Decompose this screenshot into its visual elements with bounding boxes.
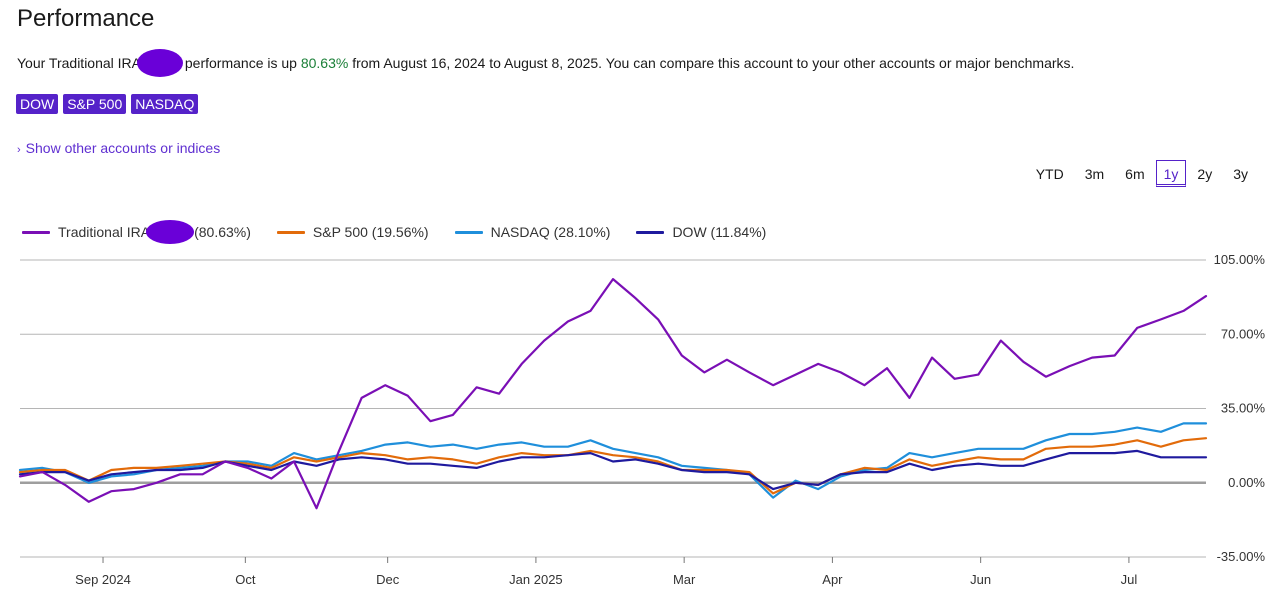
- summary-mid: performance is up: [181, 55, 301, 71]
- chevron-right-icon: ›: [17, 144, 21, 156]
- x-tick-label: Oct: [235, 572, 256, 587]
- x-tick-label: Mar: [673, 572, 696, 587]
- legend-swatch: [276, 230, 305, 234]
- tab-ytd[interactable]: YTD: [1035, 166, 1064, 182]
- show-link-label: Show other accounts or indices: [25, 140, 221, 156]
- y-tick-label: 70.00%: [1221, 326, 1266, 341]
- performance-summary: Your Traditional IRA performance is up 8…: [17, 49, 1075, 77]
- chip-sp500[interactable]: S&P 500: [63, 94, 127, 114]
- range-tabs: YTD 3m 6m 1y 2y 3y: [1025, 160, 1258, 187]
- legend-label: Traditional IRA: [58, 224, 151, 240]
- x-tick-label: Sep 2024: [75, 572, 131, 587]
- chart-legend: Traditional IRA (80.63%) S&P 500 (19.56%…: [22, 220, 792, 244]
- legend-swatch: [22, 230, 50, 234]
- series-line-s-p-500: [18, 437, 1208, 495]
- legend-label-pct: (80.63%): [194, 224, 251, 240]
- legend-label: NASDAQ (28.10%): [490, 224, 611, 240]
- summary-suffix: from August 16, 2024 to August 8, 2025. …: [348, 55, 1075, 71]
- summary-prefix: Your Traditional IRA: [17, 55, 141, 71]
- benchmark-chips: DOW S&P 500 NASDAQ: [16, 94, 199, 114]
- x-tick-label: Jul: [1121, 572, 1138, 587]
- tab-2y[interactable]: 2y: [1197, 166, 1213, 182]
- tab-1y[interactable]: 1y: [1155, 160, 1187, 187]
- tab-6m[interactable]: 6m: [1125, 166, 1145, 182]
- legend-item-ira[interactable]: Traditional IRA (80.63%): [22, 220, 251, 244]
- legend-item-sp500[interactable]: S&P 500 (19.56%): [276, 220, 429, 244]
- x-tick-label: Apr: [822, 572, 843, 587]
- legend-item-dow[interactable]: DOW (11.84%): [636, 220, 766, 244]
- legend-swatch: [636, 230, 665, 234]
- redaction-mark: [146, 220, 195, 244]
- x-tick-label: Jan 2025: [509, 572, 563, 587]
- summary-percent: 80.63%: [300, 55, 349, 71]
- show-other-accounts-link[interactable]: › Show other accounts or indices: [17, 140, 220, 156]
- y-tick-label: 35.00%: [1221, 401, 1266, 416]
- performance-line-chart: 105.00% 70.00% 35.00% 0.00% -35.00% Sep 2024 O…: [18, 252, 1266, 587]
- series-line-traditional-ira: [18, 277, 1208, 510]
- legend-item-nasdaq[interactable]: NASDAQ (28.10%): [454, 220, 611, 244]
- redaction-mark: [137, 49, 183, 77]
- x-tick-label: Dec: [376, 572, 400, 587]
- legend-swatch: [454, 230, 483, 234]
- chip-dow[interactable]: DOW: [16, 94, 59, 114]
- legend-label: DOW (11.84%): [672, 224, 767, 240]
- y-tick-label: -35.00%: [1217, 549, 1266, 564]
- series-line-dow: [18, 449, 1208, 491]
- y-tick-label: 0.00%: [1228, 475, 1265, 490]
- tab-3m[interactable]: 3m: [1084, 166, 1105, 182]
- page-title: Performance: [17, 5, 155, 32]
- chip-nasdaq[interactable]: NASDAQ: [131, 94, 199, 114]
- legend-label: S&P 500 (19.56%): [312, 224, 429, 240]
- y-tick-label: 105.00%: [1214, 252, 1266, 267]
- x-tick-label: Jun: [970, 572, 991, 587]
- tab-3y[interactable]: 3y: [1233, 166, 1248, 182]
